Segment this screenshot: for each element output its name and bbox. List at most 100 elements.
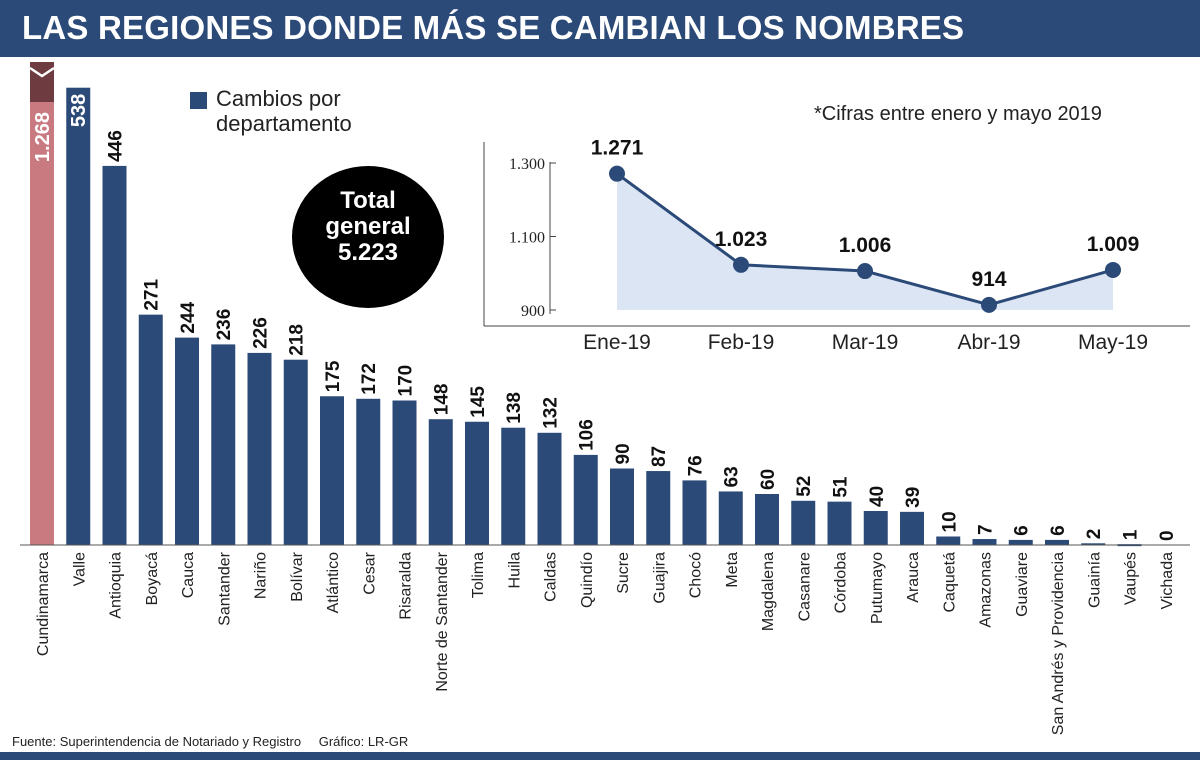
x-tick-label: Abr-19 [957,331,1020,354]
bar-value-label: 446 [106,130,127,162]
bar-18 [682,480,707,545]
bar-0 [30,62,54,545]
category-label: Amazonas [978,552,995,628]
category-label: Guainía [1086,552,1103,608]
point-value-label: 1.271 [591,137,644,160]
category-label: Huila [506,552,523,589]
category-label: Norte de Santander [434,551,451,691]
bar-13 [501,427,526,545]
category-label: Cundinamarca [35,552,52,656]
bar-value-label: 236 [214,309,235,341]
bar-value-label: 7 [976,524,997,535]
line-area-fill [617,173,1113,310]
bar-24 [900,511,924,545]
chart-note: *Cifras entre enero y mayo 2019 [814,103,1102,125]
bar-value-label: 2 [1084,529,1105,540]
category-label: Bolívar [289,551,306,601]
category-label: Chocó [688,552,705,598]
bar-value-label: 538 [68,94,90,127]
bar-value-label: 6 [1048,525,1069,536]
bar-value-label: 175 [323,360,344,392]
category-label: Meta [724,552,741,588]
bar-9 [356,398,381,545]
bar-value-label: 271 [142,279,163,311]
bar-value-label: 0 [1157,530,1178,541]
bar-27 [1008,539,1033,545]
bar-value-label: 138 [504,392,525,424]
category-label: Córdoba [833,552,850,613]
bar-15 [573,454,598,545]
bar-value-label: 218 [287,324,308,356]
bar-10 [392,400,417,545]
y-tick-label: 900 [521,303,545,320]
point-value-label: 914 [971,268,1006,291]
category-label: Vichada [1159,552,1176,610]
category-label: Boyacá [144,552,161,605]
bar-4 [175,337,199,545]
bar-11 [428,419,453,545]
x-tick-label: Feb-19 [708,331,775,354]
data-point [981,296,997,313]
bar-value-label: 60 [758,469,779,490]
point-value-label: 1.006 [839,234,892,257]
x-tick-label: Ene-19 [583,331,651,354]
point-value-label: 1.009 [1087,233,1140,256]
bar-value-label: 172 [359,363,380,395]
total-label-line1: Total [340,187,396,214]
bar-value-label: 244 [178,301,199,333]
category-label: Vaupés [1123,552,1140,605]
category-label: Tolima [470,552,487,598]
axis-break-mark [29,66,55,78]
category-label: Magdalena [760,552,777,631]
x-tick-label: Mar-19 [832,331,899,354]
bar-value-label: 76 [686,455,707,476]
category-label: Nariño [253,552,270,599]
bar-17 [646,471,671,545]
bar-12 [465,421,489,545]
bar-26 [972,539,997,545]
bar-value-label: 1.268 [32,112,54,162]
bar-20 [755,494,779,545]
bar-value-label: 145 [468,386,489,418]
category-label: Cesar [361,551,378,594]
category-label: Atlántico [325,552,342,613]
bar-break-segment [30,62,54,102]
bar-value-label: 40 [867,486,888,507]
bar-8 [320,396,344,545]
header-bar: LAS REGIONES DONDE MÁS SE CAMBIAN LOS NO… [0,0,1200,57]
bar-28 [1045,539,1069,545]
bar-value-label: 39 [903,487,924,508]
bar-value-label: 226 [251,317,272,349]
data-point [609,165,625,182]
category-label: Caldas [543,552,560,602]
category-label: Valle [71,552,88,586]
bar-3 [138,314,163,545]
bar-value-label: 132 [541,397,562,429]
bottom-bar [0,752,1200,760]
category-label: Casanare [796,552,813,621]
total-label-line2: general [325,213,411,240]
bar-7 [283,359,308,545]
bar-value-label: 51 [831,476,852,498]
point-value-label: 1.023 [715,228,768,251]
bar-value-label: 52 [794,476,815,497]
bar-19 [718,491,743,545]
data-point [1105,261,1121,278]
category-label: Arauca [905,552,922,603]
category-label: Risaralda [398,552,415,620]
bar-value-label: 6 [1012,525,1033,536]
footer-source: Fuente: Superintendencia de Notariado y … [12,734,302,749]
bar-value-label: 148 [432,383,453,415]
bar-value-label: 10 [939,511,960,532]
bar-value-label: 106 [577,419,598,451]
bar-5 [211,344,236,545]
bar-14 [537,432,562,545]
bar-22 [827,501,852,545]
bar-value-label: 63 [722,466,743,487]
legend-label: Cambios por departamento [216,86,352,136]
bar-16 [610,468,634,545]
category-label: Cauca [180,552,197,598]
page-title: LAS REGIONES DONDE MÁS SE CAMBIAN LOS NO… [22,9,965,46]
bar-23 [863,511,888,545]
